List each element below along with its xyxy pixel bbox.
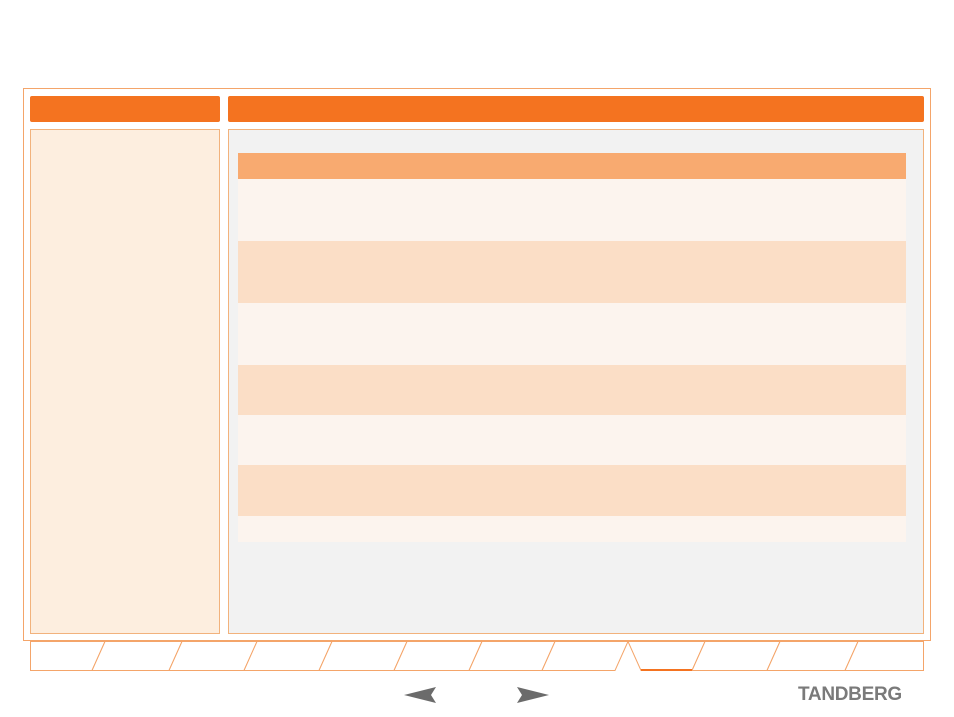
table-header	[238, 153, 906, 179]
tab-4[interactable]	[243, 641, 333, 671]
tab-12[interactable]	[844, 641, 924, 671]
main-header	[228, 96, 924, 122]
tab-6[interactable]	[393, 641, 483, 671]
bottom-tab-bar	[30, 641, 924, 671]
sidebar-header	[30, 96, 220, 122]
tab-7[interactable]	[468, 641, 556, 671]
data-table	[238, 153, 906, 542]
tab-8[interactable]	[541, 641, 629, 671]
table-row	[238, 179, 906, 241]
arrow-left-icon	[404, 687, 436, 703]
tab-5[interactable]	[318, 641, 408, 671]
arrow-right-icon	[517, 687, 549, 703]
tab-10[interactable]	[691, 641, 781, 671]
table-row	[238, 365, 906, 415]
sidebar-panel	[30, 129, 220, 634]
table-row	[238, 415, 906, 465]
table-row	[238, 303, 906, 365]
tab-11[interactable]	[766, 641, 859, 671]
table-row	[238, 241, 906, 303]
tab-2[interactable]	[91, 641, 183, 671]
table-row	[238, 516, 906, 542]
previous-page-button[interactable]	[404, 685, 436, 705]
brand-logo: TANDBERG	[798, 684, 902, 705]
tab-3[interactable]	[168, 641, 258, 671]
next-page-button[interactable]	[517, 685, 549, 705]
table-row	[238, 465, 906, 516]
